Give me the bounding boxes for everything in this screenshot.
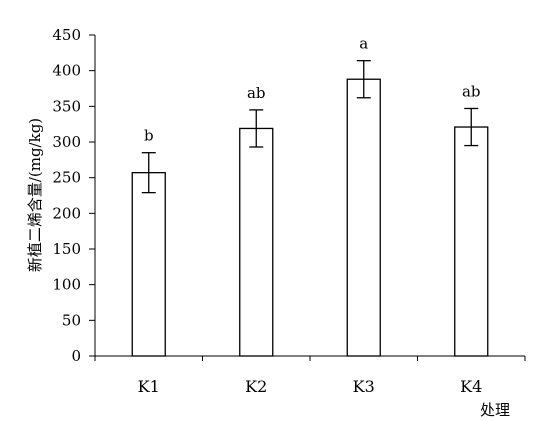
bars bbox=[131, 78, 489, 357]
y-tick-label: 50 bbox=[62, 311, 81, 329]
significance-label-k1: b bbox=[144, 127, 154, 145]
category-label-k1: K1 bbox=[138, 377, 160, 396]
y-tick-label: 200 bbox=[52, 204, 81, 222]
y-tick-label: 0 bbox=[71, 347, 81, 365]
significance-label-k2: ab bbox=[247, 84, 266, 102]
y-tick-label: 400 bbox=[52, 62, 81, 80]
y-axis-title: 新植二烯含量/(mg/kg) bbox=[26, 118, 44, 272]
significance-label-k3: a bbox=[359, 35, 368, 53]
y-tick-label: 100 bbox=[52, 276, 81, 294]
y-tick-label: 350 bbox=[52, 97, 81, 115]
y-ticks: 0 50 100 150 200 250 300 350 400 450 bbox=[52, 26, 95, 365]
y-tick-label: 300 bbox=[52, 133, 81, 151]
y-tick-label: 450 bbox=[52, 26, 81, 44]
y-tick-label: 250 bbox=[52, 169, 81, 187]
significance-labels: b ab a ab bbox=[144, 35, 481, 145]
category-label-k3: K3 bbox=[353, 377, 375, 396]
y-tick-label: 150 bbox=[52, 240, 81, 258]
bar-k1 bbox=[131, 172, 166, 357]
category-label-k2: K2 bbox=[245, 377, 267, 396]
x-ticks: K1 K2 K3 K4 bbox=[94, 356, 526, 396]
bar-k4 bbox=[454, 126, 489, 357]
y-axis: 0 50 100 150 200 250 300 350 400 450 bbox=[52, 26, 96, 365]
x-axis-title: 处理 bbox=[480, 401, 510, 419]
significance-label-k4: ab bbox=[462, 82, 481, 100]
category-label-k4: K4 bbox=[460, 377, 482, 396]
x-axis: K1 K2 K3 K4 bbox=[94, 355, 526, 396]
bar-k2 bbox=[239, 127, 274, 357]
bar-k3 bbox=[346, 78, 381, 357]
error-bars bbox=[141, 60, 479, 194]
